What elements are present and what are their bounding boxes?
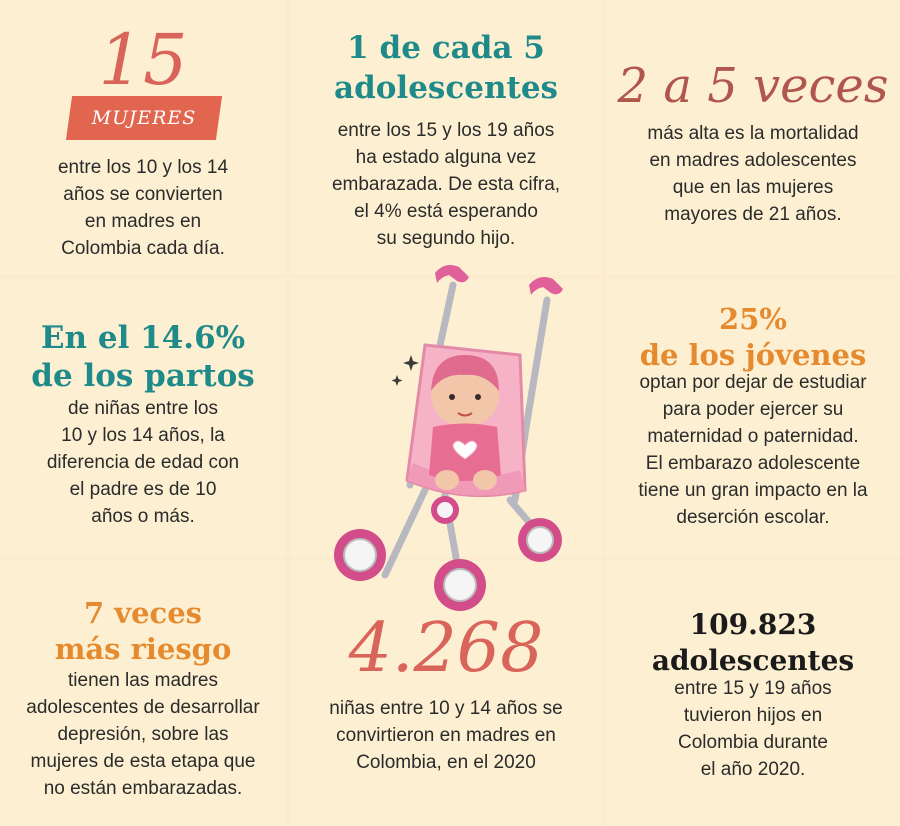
stat-card-25-jovenes: 25% de los jóvenes optan por dejar de es… — [606, 279, 900, 557]
line: más alta es la mortalidad — [647, 123, 859, 144]
line: tuvieron hijos en — [683, 705, 823, 726]
line: adolescentes de desarrollar — [26, 697, 260, 718]
stat-card-15-mujeres: 15 MUJERES entre los 10 y los 14 años se… — [0, 0, 286, 275]
stat-card-14-6: En el 14.6% de los partos de niñas entre… — [0, 279, 286, 557]
baby-figure — [429, 355, 501, 490]
line: depresión, sobre las — [57, 724, 229, 745]
stat-card-1-de-cada-5: 1 de cada 5 adolescentes entre los 15 y … — [290, 0, 602, 275]
line: entre los 15 y los 19 años — [337, 120, 555, 141]
line: tienen las madres — [68, 670, 218, 691]
stat-headline: 109.823 adolescentes — [606, 607, 900, 679]
line: el padre es de 10 — [69, 479, 217, 500]
headline-line: 109.823 — [689, 608, 817, 641]
headline-line: 1 de cada 5 — [347, 30, 545, 66]
line: El embarazo adolescente — [645, 453, 861, 474]
stat-description: de niñas entre los 10 y los 14 años, la … — [0, 395, 286, 530]
badge-label: MUJERES — [91, 107, 197, 129]
mujeres-badge: MUJERES — [65, 96, 223, 140]
line: su segundo hijo. — [376, 228, 516, 249]
stat-headline: 2 a 5 veces — [617, 58, 889, 114]
stat-description: niñas entre 10 y 14 años se convirtieron… — [290, 695, 602, 776]
line: para poder ejercer su — [662, 399, 844, 420]
headline-line: 25% — [719, 302, 787, 336]
stat-description: entre los 15 y los 19 años ha estado alg… — [290, 117, 602, 252]
line: ha estado alguna vez — [355, 147, 537, 168]
line: el año 2020. — [700, 759, 806, 780]
line: embarazada. De esta cifra, — [331, 174, 561, 195]
headline-line: adolescentes — [333, 70, 559, 106]
line: tiene un gran impacto en la — [638, 480, 868, 501]
headline-line: 7 veces — [83, 596, 202, 630]
baby-stroller-icon — [334, 265, 563, 611]
line: optan por dejar de estudiar — [639, 372, 867, 393]
stat-headline: 7 veces más riesgo — [0, 595, 286, 667]
line: el 4% está esperando — [354, 201, 538, 222]
line: maternidad o paternidad. — [647, 426, 859, 447]
stat-headline: 1 de cada 5 adolescentes — [290, 28, 602, 108]
headline-line: de los partos — [31, 358, 255, 394]
line: en madres adolescentes — [649, 150, 857, 171]
line: deserción escolar. — [676, 507, 830, 528]
line: 10 y los 14 años, la — [61, 425, 225, 446]
stat-description: entre los 10 y los 14 años se convierten… — [0, 154, 286, 262]
line: en madres en — [84, 211, 202, 232]
stat-description: tienen las madres adolescentes de desarr… — [0, 667, 286, 802]
stat-description: optan por dejar de estudiar para poder e… — [606, 369, 900, 531]
stat-headline: En el 14.6% de los partos — [0, 319, 286, 395]
line: que en las mujeres — [672, 177, 834, 198]
line: años se convierten — [63, 184, 223, 205]
line: convirtieron en madres en — [336, 725, 556, 746]
big-number: 15 — [98, 19, 188, 101]
line: años o más. — [91, 506, 195, 527]
line: mujeres de esta etapa que — [30, 751, 256, 772]
big-number: 4.268 — [348, 609, 544, 688]
stat-headline: 25% de los jóvenes — [606, 301, 900, 373]
stroller-wheels — [334, 496, 562, 611]
line: Colombia durante — [678, 732, 828, 753]
stat-description: entre 15 y 19 años tuvieron hijos en Col… — [606, 675, 900, 783]
headline-line: adolescentes — [651, 644, 855, 677]
stat-description: más alta es la mortalidad en madres adol… — [606, 120, 900, 228]
headline-line: En el 14.6% — [40, 320, 246, 356]
line: niñas entre 10 y 14 años se — [329, 698, 563, 719]
stat-card-7-veces: 7 veces más riesgo tienen las madres ado… — [0, 561, 286, 826]
stat-card-109823: 109.823 adolescentes entre 15 y 19 años … — [606, 561, 900, 826]
line: Colombia, en el 2020 — [356, 752, 536, 773]
line: entre los 10 y los 14 — [57, 157, 229, 178]
line: entre 15 y 19 años — [674, 678, 832, 699]
headline-line: de los jóvenes — [639, 338, 867, 372]
line: Colombia cada día. — [61, 238, 225, 259]
line: mayores de 21 años. — [664, 204, 842, 225]
stat-card-2-a-5-veces: 2 a 5 veces más alta es la mortalidad en… — [606, 0, 900, 275]
headline-line: más riesgo — [54, 632, 232, 666]
line: no están embarazadas. — [43, 778, 243, 799]
line: de niñas entre los — [68, 398, 218, 419]
line: diferencia de edad con — [46, 452, 240, 473]
